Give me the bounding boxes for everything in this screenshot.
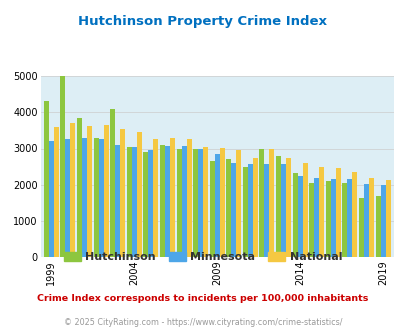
Bar	[214, 154, 219, 257]
Bar	[252, 158, 257, 257]
Bar	[98, 139, 103, 257]
Bar	[70, 123, 75, 257]
Bar	[87, 126, 92, 257]
Bar	[164, 146, 170, 257]
Bar	[181, 146, 186, 257]
Bar	[297, 177, 302, 257]
Bar	[120, 128, 125, 257]
Bar	[330, 180, 335, 257]
Bar	[385, 180, 390, 257]
Bar	[209, 161, 214, 257]
Bar	[77, 118, 82, 257]
Bar	[126, 147, 132, 257]
Bar	[219, 148, 224, 257]
Bar	[269, 149, 274, 257]
Bar	[341, 183, 347, 257]
Bar	[358, 197, 363, 257]
Bar	[202, 147, 208, 257]
Bar	[103, 125, 108, 257]
Bar	[368, 178, 373, 257]
Bar	[318, 167, 323, 257]
Bar	[176, 148, 181, 257]
Text: Hutchinson Property Crime Index: Hutchinson Property Crime Index	[78, 15, 327, 28]
Bar	[352, 172, 356, 257]
Bar	[325, 181, 330, 257]
Bar	[286, 157, 290, 257]
Bar	[280, 164, 286, 257]
Bar	[136, 132, 141, 257]
Bar	[110, 109, 115, 257]
Bar	[335, 168, 340, 257]
Bar	[170, 138, 175, 257]
Bar	[259, 148, 264, 257]
Bar	[236, 150, 241, 257]
Bar	[375, 196, 379, 257]
Bar	[193, 148, 198, 257]
Bar	[231, 163, 236, 257]
Text: © 2025 CityRating.com - https://www.cityrating.com/crime-statistics/: © 2025 CityRating.com - https://www.city…	[64, 318, 341, 327]
Bar	[82, 138, 87, 257]
Bar	[54, 127, 59, 257]
Bar	[186, 139, 191, 257]
Bar	[264, 164, 269, 257]
Bar	[347, 179, 352, 257]
Bar	[275, 156, 280, 257]
Bar	[292, 173, 297, 257]
Bar	[363, 184, 368, 257]
Bar	[247, 164, 252, 257]
Bar	[198, 148, 202, 257]
Bar	[226, 159, 231, 257]
Bar	[148, 150, 153, 257]
Bar	[302, 163, 307, 257]
Bar	[379, 185, 385, 257]
Bar	[242, 167, 247, 257]
Bar	[115, 145, 120, 257]
Bar	[44, 101, 49, 257]
Bar	[49, 141, 54, 257]
Bar	[65, 139, 70, 257]
Text: Crime Index corresponds to incidents per 100,000 inhabitants: Crime Index corresponds to incidents per…	[37, 294, 368, 303]
Bar	[143, 152, 148, 257]
Bar	[94, 138, 98, 257]
Legend: Hutchinson, Minnesota, National: Hutchinson, Minnesota, National	[60, 248, 345, 267]
Bar	[160, 145, 164, 257]
Bar	[313, 178, 318, 257]
Bar	[132, 147, 136, 257]
Bar	[60, 76, 65, 257]
Bar	[153, 139, 158, 257]
Bar	[309, 183, 313, 257]
